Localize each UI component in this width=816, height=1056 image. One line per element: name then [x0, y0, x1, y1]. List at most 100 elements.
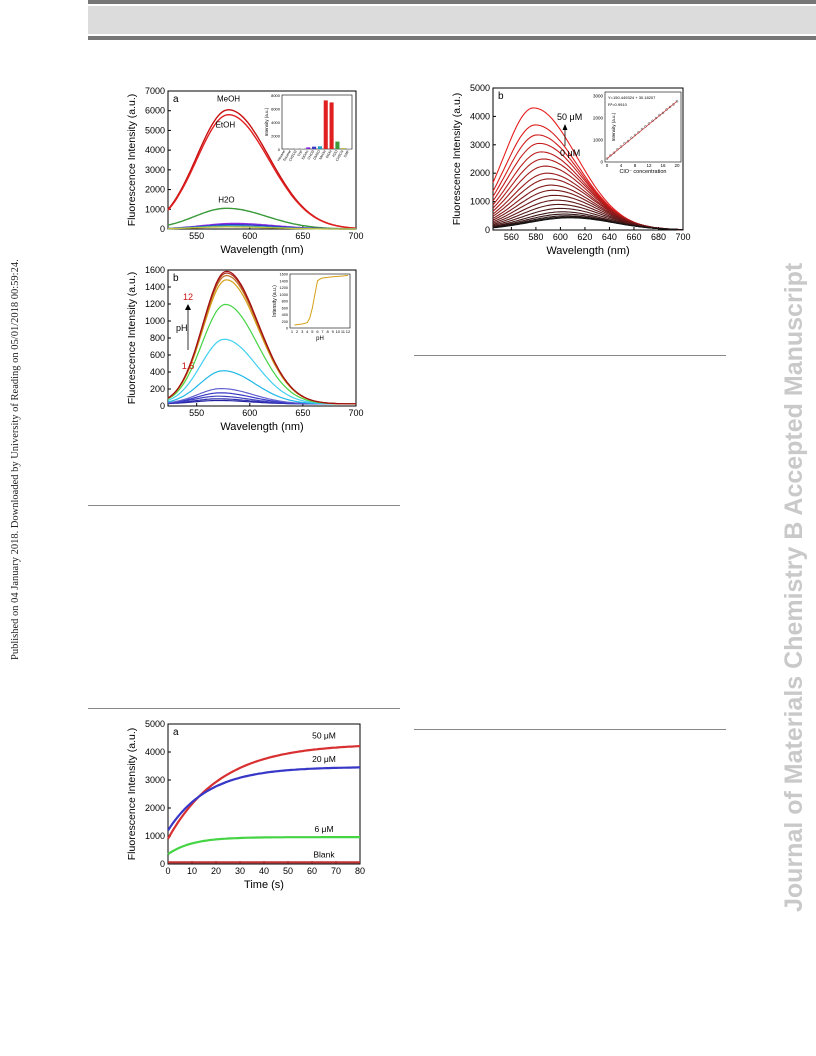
series-label: 50 μM	[312, 731, 336, 741]
y-tick-label: 4000	[145, 747, 165, 757]
publication-sidenote: Published on 04 January 2018. Downloaded…	[10, 259, 21, 660]
x-tick-label: 700	[348, 408, 363, 418]
inset-y-tick-label: 1600	[280, 273, 288, 277]
caption-rule-3	[414, 355, 726, 356]
inset-y-tick-label: 200	[282, 320, 288, 324]
x-tick-label: 650	[295, 231, 310, 241]
inset-y-tick-label: 0	[286, 327, 288, 331]
inset-x-tick-label: 10	[336, 329, 341, 334]
annotation-etoh: EtOH	[216, 121, 236, 130]
annotation-ph: pH	[176, 323, 188, 333]
inset-bar	[306, 147, 311, 149]
figure-titration-spectra: 560 580 600 620 640 660 680 7000100020003000400…	[445, 84, 695, 262]
y-axis-label: Fluorescence Intensity (a.u.)	[451, 93, 463, 225]
inset-x-tick-label: 11	[341, 329, 346, 334]
inset-equation: Y=150.449324 + 30.18207	[608, 95, 656, 100]
y-tick-label: 1000	[470, 197, 490, 207]
inset-y-tick-label: 0	[600, 160, 603, 165]
spectrum-line	[167, 113, 357, 229]
y-tick-label: 400	[150, 367, 165, 377]
y-tick-label: 1200	[145, 299, 165, 309]
caption-rule-2	[88, 708, 400, 709]
spectrum-line	[492, 217, 683, 231]
x-tick-label: 700	[348, 231, 363, 241]
inset-point	[668, 105, 672, 109]
plot-frame	[492, 87, 684, 231]
inset-category-label: EtOH	[325, 149, 333, 159]
inset-x-axis-label: ClO⁻ concentration	[620, 169, 667, 175]
inset-bar	[329, 102, 334, 149]
inset-category-label: CH3CN	[335, 149, 345, 162]
inset-x-tick-label: 6	[316, 329, 319, 334]
inset-y-tick-label: 1000	[593, 138, 604, 143]
inset-point	[651, 119, 654, 123]
inset-x-tick-label: 8	[327, 329, 330, 334]
inset-y-axis-label: Intensity (a.u.)	[264, 107, 269, 136]
x-tick-label: 0	[165, 866, 170, 876]
x-tick-label: 80	[355, 866, 365, 876]
caption-rule-4	[414, 729, 726, 730]
inset-y-tick-label: 400	[282, 313, 288, 317]
inset-point	[675, 100, 679, 103]
figure-kinetics: 0 10 20 30 40 50 60 70 80 0 1000 2000 3000 4000 5000 Ti…	[120, 716, 372, 894]
inset-point	[619, 145, 623, 148]
annotation-h2o: H2O	[218, 195, 234, 204]
y-tick-label: 4000	[145, 145, 165, 155]
inset-frame	[281, 94, 353, 150]
x-axis-label: Wavelength (nm)	[220, 244, 303, 255]
x-tick-label: 680	[651, 232, 666, 242]
y-axis-label: Fluorescence Intensity (a.u.)	[126, 272, 138, 404]
y-tick-label: 600	[150, 350, 165, 360]
caption-rule-1	[88, 505, 400, 506]
inset-point	[665, 108, 668, 111]
y-tick-label: 2000	[145, 185, 165, 195]
figure-ph-spectra: 550 600 650 7000200400600800100012001400160…	[120, 262, 368, 440]
panel-label: b	[173, 273, 179, 284]
figure-solvent-spectra: 550 600 650 7000100020003000400050006000700…	[120, 85, 368, 255]
inset-frame	[289, 273, 351, 329]
inset-point	[637, 131, 640, 134]
y-axis-label: Fluorescence Intensity (a.u.)	[126, 728, 138, 860]
y-tick-label: 7000	[145, 86, 165, 96]
inset-category-label: Hexane	[277, 149, 287, 161]
inset-y-axis-label: Intensity (a.u.)	[611, 112, 616, 141]
inset-point	[672, 103, 675, 106]
y-tick-label: 3000	[145, 165, 165, 175]
y-tick-label: 1000	[145, 204, 165, 214]
inset-line	[294, 274, 349, 326]
inset-y-tick-label: 0	[278, 147, 281, 152]
y-tick-label: 2000	[470, 168, 490, 178]
inset-x-tick-label: 0	[606, 163, 609, 168]
x-tick-label: 560	[504, 232, 519, 242]
inset-y-tick-label: 2000	[593, 116, 604, 121]
x-tick-label: 580	[528, 232, 543, 242]
x-axis-label: Wavelength (nm)	[546, 245, 629, 257]
inset-point	[633, 133, 637, 137]
x-tick-label: 640	[602, 232, 617, 242]
y-tick-label: 0	[160, 401, 165, 411]
x-tick-label: 50	[283, 866, 293, 876]
series-label: 6 μM	[314, 824, 333, 834]
annotation-50um: 50 μM	[557, 112, 582, 122]
inset-bar	[312, 146, 317, 149]
y-tick-label: 200	[150, 384, 165, 394]
inset-y-tick-label: 1400	[280, 279, 288, 283]
inset-r2: R²=0.9910	[608, 102, 628, 107]
annotation-0um: 0 μM	[560, 148, 580, 158]
inset-x-tick-label: 12	[346, 329, 351, 334]
inset-point	[626, 139, 630, 143]
inset-category-label: THF	[297, 150, 304, 158]
inset-x-tick-label: 2	[296, 329, 299, 334]
x-tick-label: 60	[307, 866, 317, 876]
inset-x-tick-label: 7	[321, 329, 324, 334]
inset-y-axis-label: Intensity (a.u.)	[272, 285, 278, 317]
y-tick-label: 0	[160, 224, 165, 234]
inset-x-axis-label: pH	[316, 336, 324, 342]
ph-arrow-head	[185, 304, 191, 310]
spectrum-line	[167, 270, 356, 405]
inset-point	[616, 147, 619, 151]
inset-bar	[341, 147, 346, 149]
inset-point	[605, 157, 609, 160]
x-tick-label: 550	[189, 231, 204, 241]
plot-frame	[167, 90, 357, 230]
